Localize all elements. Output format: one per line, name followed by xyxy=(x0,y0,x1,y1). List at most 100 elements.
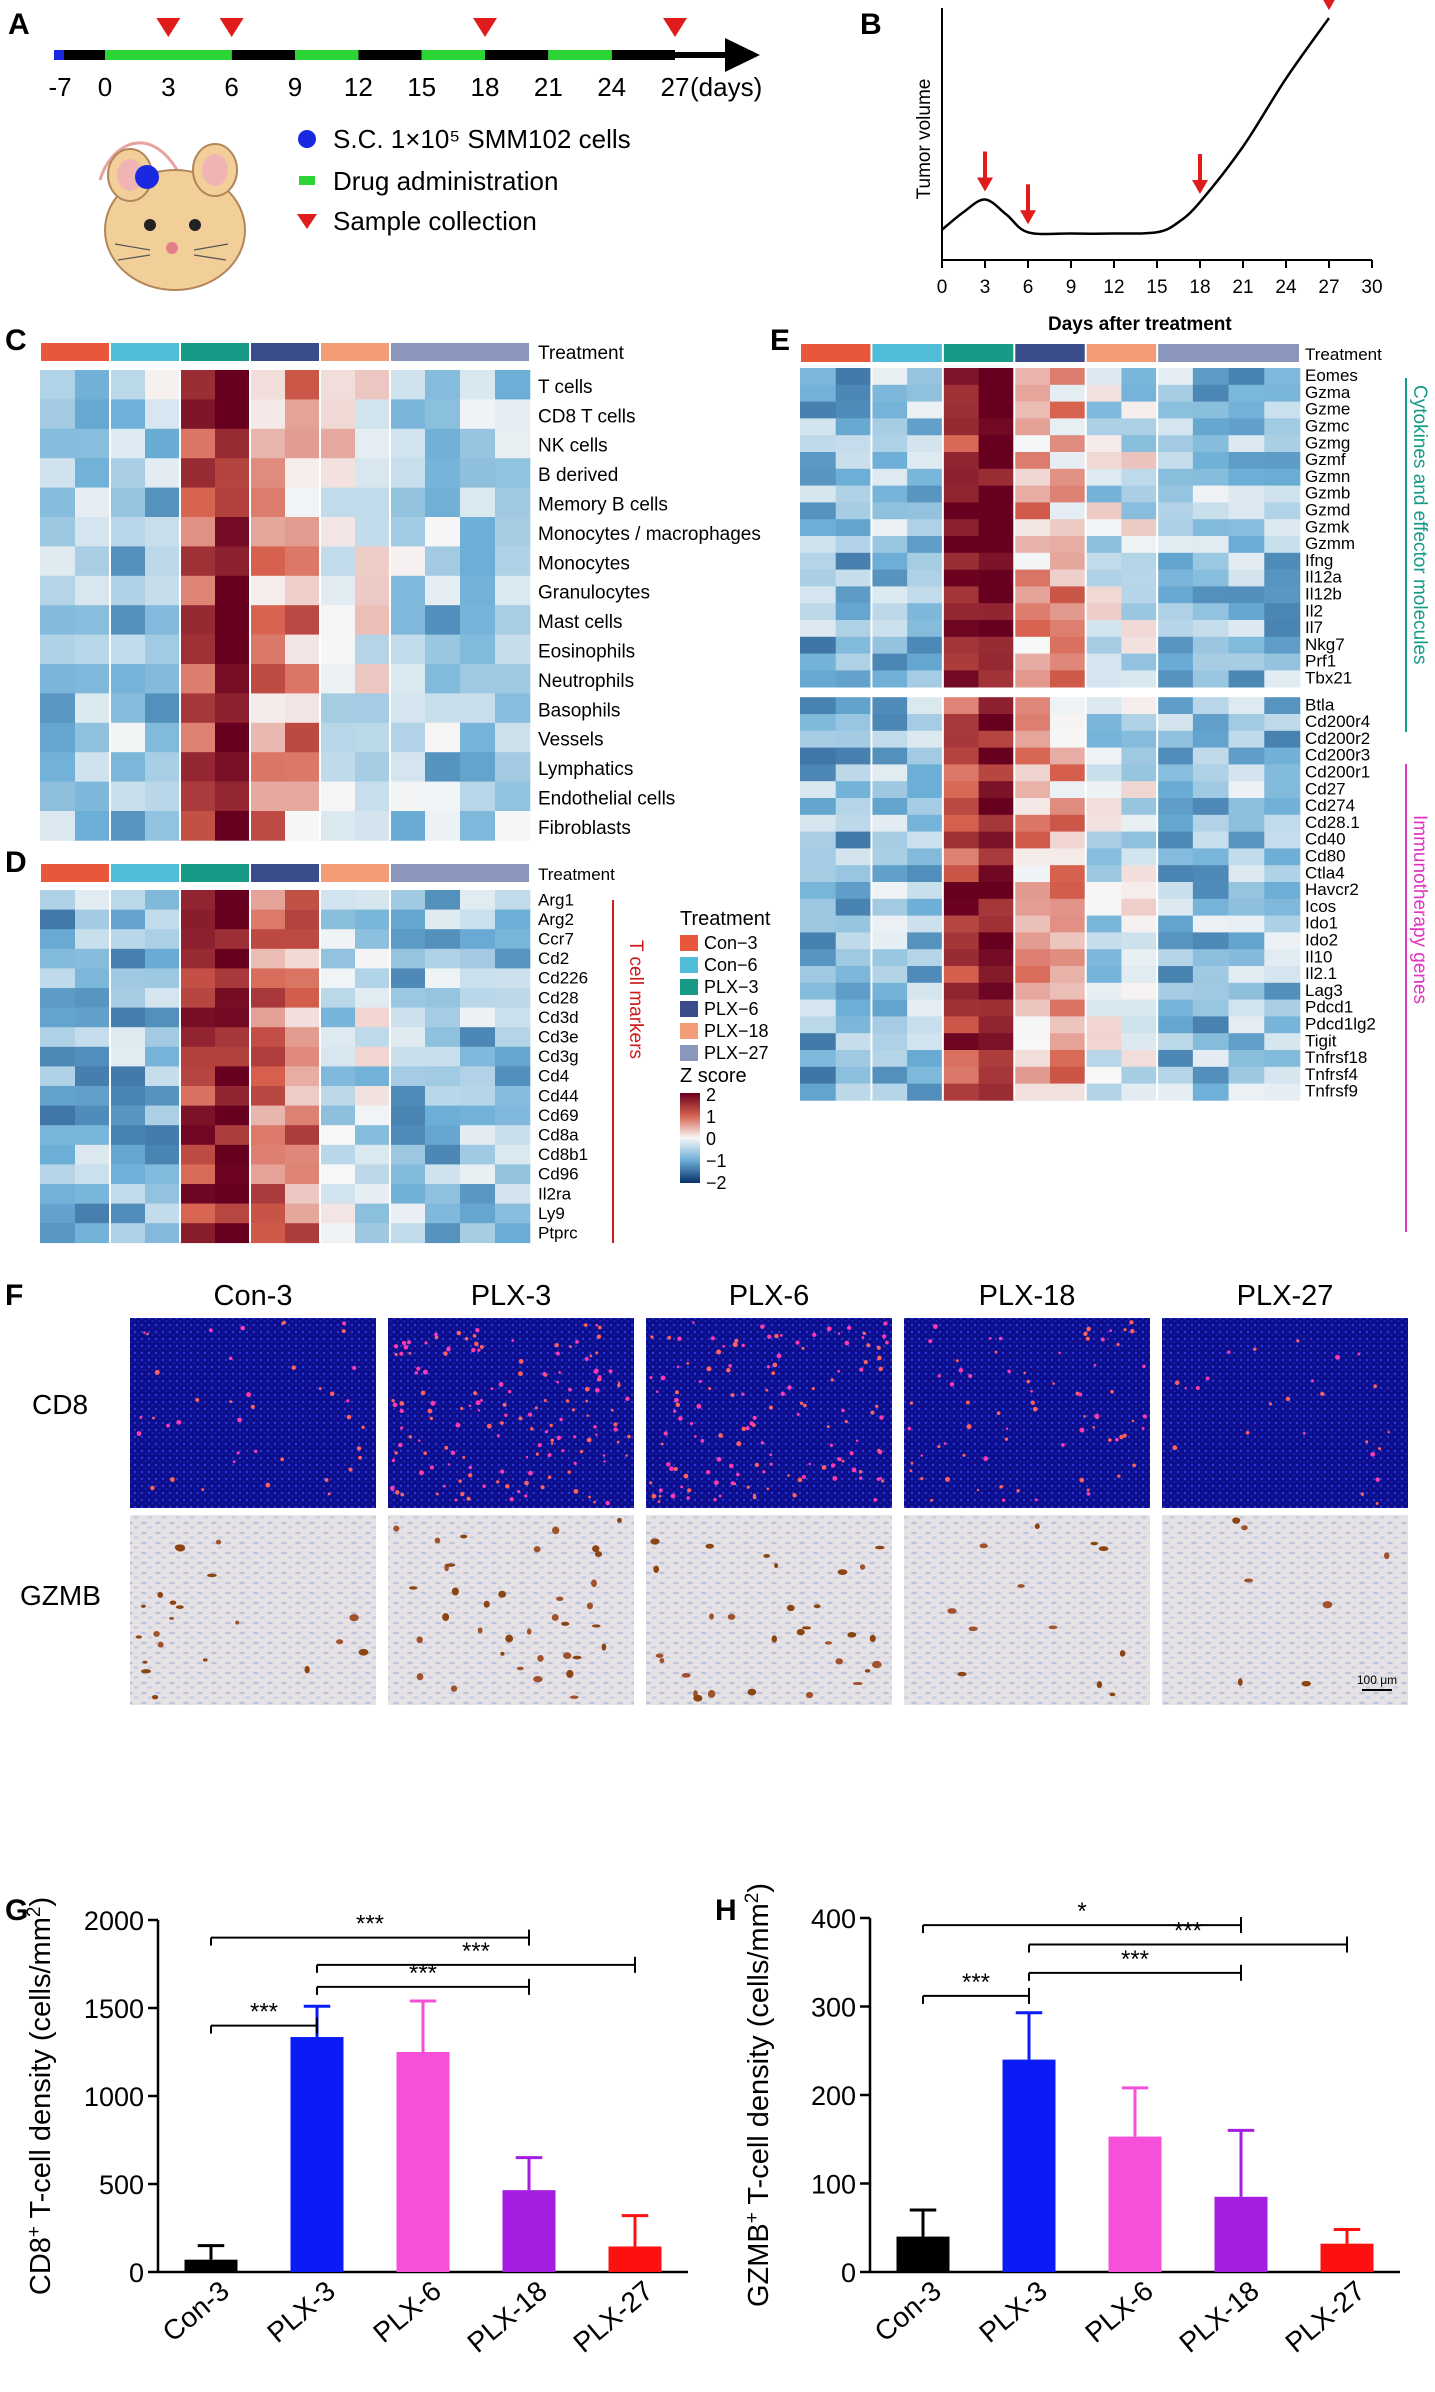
heatmap-cell xyxy=(835,747,872,765)
heatmap-cell xyxy=(215,458,251,488)
cd8-positive-cell xyxy=(1205,1376,1210,1381)
heatmap-cell xyxy=(871,418,908,436)
row-label: Cd40 xyxy=(1305,830,1346,849)
y-tick-label: 400 xyxy=(811,1904,856,1934)
heatmap-cell xyxy=(1228,966,1265,984)
heatmap-cell xyxy=(871,1033,908,1051)
heatmap-cell xyxy=(800,982,837,1000)
heatmap-cell xyxy=(1085,536,1122,554)
cd8-positive-cell xyxy=(658,1494,662,1498)
heatmap-cell xyxy=(1192,932,1229,950)
cd8-positive-cell xyxy=(543,1399,547,1403)
heatmap-cell xyxy=(1157,653,1194,671)
heatmap-immune-genes: TreatmentEomesGzmaGzmeGzmcGzmgGzmfGzmnGz… xyxy=(800,344,1382,1101)
heatmap-cell xyxy=(390,458,426,488)
heatmap-cell xyxy=(1192,1066,1229,1084)
row-label: Fibroblasts xyxy=(538,818,631,839)
heatmap-cell xyxy=(425,634,461,665)
sample-collection-marker xyxy=(663,18,687,37)
heatmap-cell xyxy=(250,781,286,812)
heatmap-cell xyxy=(1050,418,1087,436)
cd8-positive-cell xyxy=(154,1369,160,1375)
heatmap-cell xyxy=(285,988,321,1008)
y-axis-label: GZMB+ T-cell density (cells/mm2) xyxy=(742,1883,776,2307)
gzmb-positive-cell xyxy=(157,1641,164,1648)
heatmap-cell xyxy=(75,399,111,430)
cd8-positive-cell xyxy=(797,1477,803,1483)
heatmap-cell xyxy=(495,1007,531,1028)
cd8-positive-cell xyxy=(329,1391,335,1396)
cd8-positive-cell xyxy=(713,1497,717,1502)
heatmap-cell xyxy=(215,1223,251,1244)
cd8-positive-cell xyxy=(909,1401,914,1405)
heatmap-cell xyxy=(1192,781,1229,799)
heatmap-cell xyxy=(1014,519,1051,537)
heatmap-cell xyxy=(110,988,146,1008)
heatmap-cell xyxy=(75,1125,111,1146)
heatmap-cell xyxy=(460,428,496,459)
x-tick-label: 24 xyxy=(1275,277,1297,298)
heatmap-cell xyxy=(1228,982,1265,1000)
cd8-positive-cell xyxy=(937,1374,941,1378)
cd8-positive-cell xyxy=(170,1477,175,1482)
heatmap-cell xyxy=(1192,519,1229,537)
heatmap-cell xyxy=(180,458,216,488)
heatmap-cell xyxy=(835,603,872,621)
group-legend-label: Con−3 xyxy=(704,933,758,953)
heatmap-cell xyxy=(40,1007,76,1028)
cd8-positive-cell xyxy=(603,1460,606,1463)
gzmb-positive-cell xyxy=(498,1590,507,1598)
gzmb-positive-cell xyxy=(727,1613,736,1620)
cd8-positive-cell xyxy=(930,1498,933,1502)
cd8-positive-cell xyxy=(474,1341,479,1347)
y-axis-label-part: GZMB xyxy=(743,2223,775,2307)
heatmap-cell xyxy=(1228,1016,1265,1034)
cd8-positive-cell xyxy=(920,1454,923,1457)
gzmb-positive-cell xyxy=(824,1641,832,1645)
heatmap-cell xyxy=(978,898,1015,916)
cd8-positive-cell xyxy=(594,1368,599,1374)
gzmb-positive-cell xyxy=(835,1658,843,1665)
heatmap-cell xyxy=(180,948,216,969)
heatmap-cell xyxy=(907,653,944,671)
heatmap-cell xyxy=(460,752,496,782)
heatmap-cell xyxy=(942,1016,979,1034)
cd8-positive-cell xyxy=(195,1397,200,1402)
heatmap-cell xyxy=(425,1027,461,1048)
heatmap-cell xyxy=(1192,1050,1229,1068)
heatmap-cell xyxy=(460,1105,496,1126)
heatmap-cell xyxy=(75,1105,111,1126)
cd8-positive-cell xyxy=(1115,1437,1119,1442)
heatmap-cell xyxy=(390,1223,426,1244)
heatmap-cell xyxy=(978,401,1015,419)
heatmap-cell xyxy=(145,1184,181,1204)
cd8-positive-cell xyxy=(447,1463,451,1466)
heatmap-cell xyxy=(1228,898,1265,916)
heatmap-cell xyxy=(1014,898,1051,916)
cd8-positive-cell xyxy=(444,1445,449,1450)
heatmap-cell xyxy=(1264,882,1301,900)
heatmap-cell xyxy=(1085,452,1122,470)
gzmb-positive-cell xyxy=(505,1634,514,1643)
heatmap-cell xyxy=(1192,468,1229,486)
heatmap-cell xyxy=(460,1144,496,1165)
column-label: PLX-6 xyxy=(729,1280,810,1312)
heatmap-cell xyxy=(250,428,286,459)
cd8-positive-cell xyxy=(876,1477,881,1481)
heatmap-cell xyxy=(1192,384,1229,402)
gzmb-image xyxy=(1162,1515,1408,1705)
row-label: Havcr2 xyxy=(1305,880,1359,899)
heatmap-cell xyxy=(1228,932,1265,950)
heatmap-cell xyxy=(180,634,216,665)
gzmb-positive-cell xyxy=(169,1600,177,1605)
heatmap-cell xyxy=(1085,814,1122,832)
panel-a-legend: S.C. 1×10⁵ SMM102 cells Drug administrat… xyxy=(297,124,631,236)
heatmap-cell xyxy=(800,653,837,671)
heatmap-cell xyxy=(1264,670,1301,688)
gzmb-positive-cell xyxy=(1048,1625,1058,1630)
cd8-positive-cell xyxy=(617,1383,621,1388)
heatmap-cell xyxy=(835,1016,872,1034)
heatmap-cell xyxy=(355,399,391,430)
cd8-positive-cell xyxy=(1004,1437,1009,1441)
